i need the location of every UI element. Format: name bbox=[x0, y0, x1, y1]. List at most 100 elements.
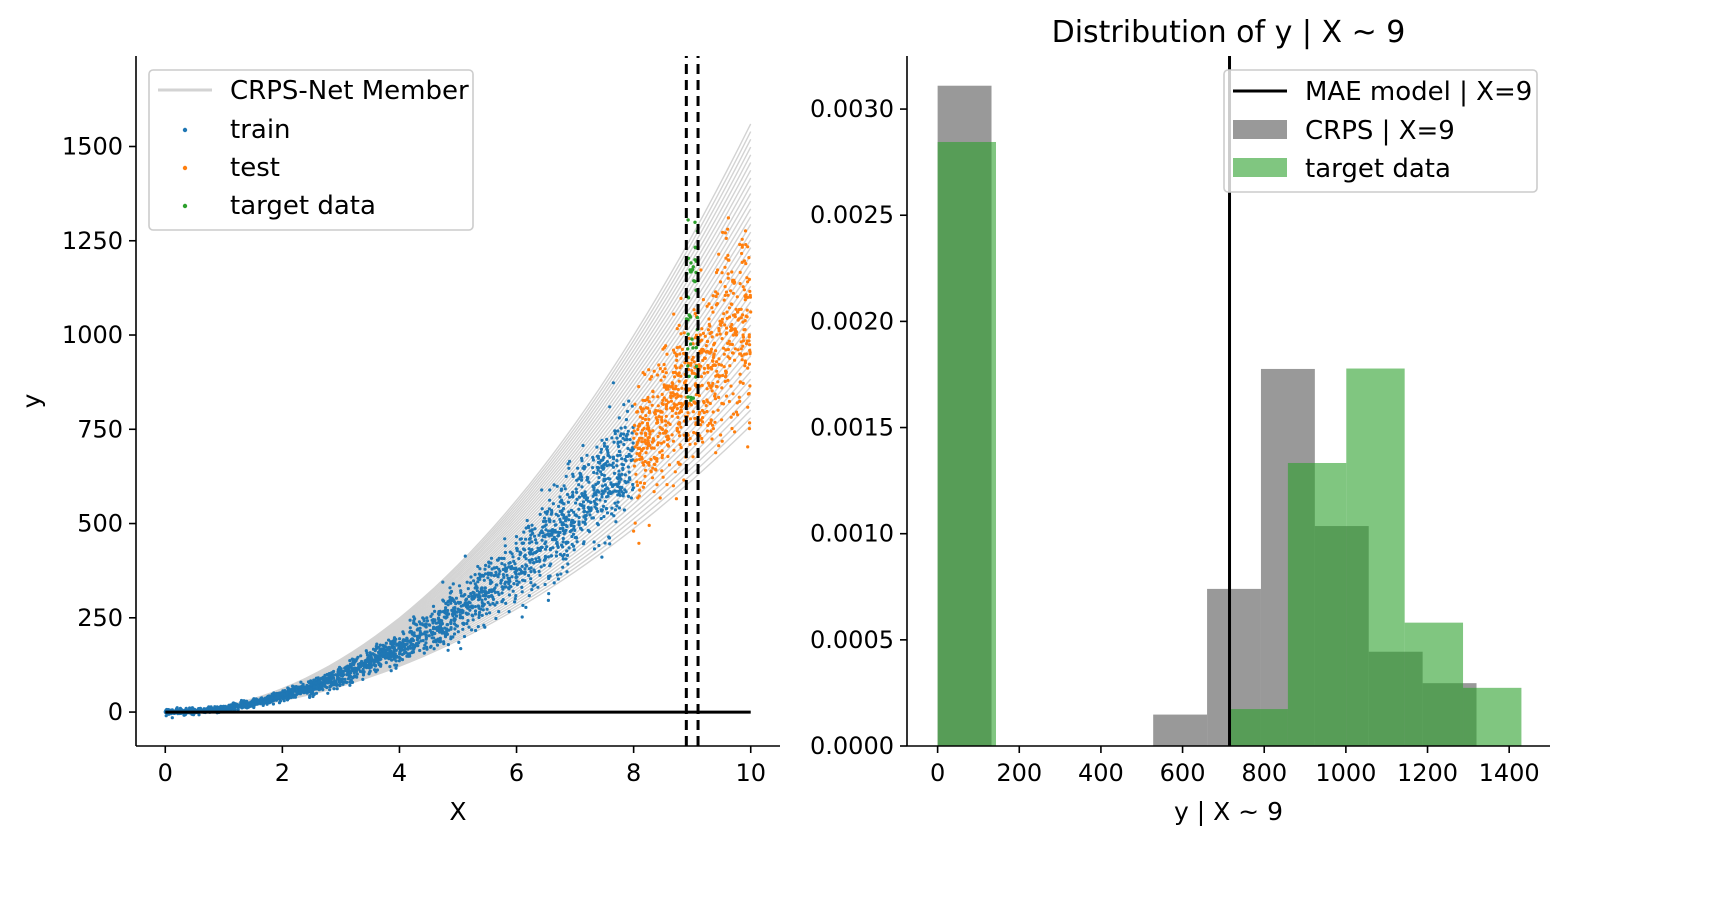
x-tick-label: 4 bbox=[392, 759, 407, 787]
scatter-point-test bbox=[643, 440, 647, 444]
scatter-point-test bbox=[714, 290, 718, 294]
y-tick-label: 500 bbox=[77, 510, 123, 538]
scatter-point-test bbox=[734, 330, 738, 334]
scatter-point-train bbox=[555, 484, 559, 488]
scatter-point-train bbox=[537, 533, 541, 537]
scatter-point-train bbox=[449, 589, 454, 594]
scatter-point-train bbox=[552, 530, 556, 534]
scatter-point-train bbox=[606, 476, 611, 481]
scatter-point-train bbox=[577, 507, 581, 511]
scatter-point-test bbox=[717, 374, 722, 378]
scatter-point-train bbox=[621, 494, 625, 498]
scatter-point-train bbox=[556, 534, 560, 538]
scatter-point-test bbox=[643, 468, 648, 472]
scatter-point-test bbox=[729, 384, 733, 388]
scatter-point-train bbox=[415, 628, 419, 632]
scatter-point-train bbox=[424, 641, 428, 645]
scatter-point-train bbox=[513, 562, 517, 566]
scatter-point-test bbox=[706, 400, 710, 404]
scatter-point-train bbox=[602, 473, 607, 477]
scatter-point-train bbox=[616, 484, 620, 488]
scatter-point-train bbox=[521, 578, 525, 582]
scatter-point-train bbox=[425, 619, 430, 623]
scatter-point-test bbox=[682, 351, 686, 356]
scatter-point-train bbox=[332, 669, 336, 674]
scatter-point-test bbox=[678, 434, 682, 438]
scatter-point-test bbox=[717, 395, 721, 399]
scatter-point-test bbox=[730, 342, 735, 347]
scatter-point-test bbox=[741, 285, 745, 289]
scatter-point-train bbox=[345, 673, 349, 677]
scatter-point-train bbox=[561, 529, 565, 533]
scatter-point-train bbox=[408, 626, 412, 630]
scatter-point-train bbox=[417, 636, 421, 640]
scatter-point-train bbox=[626, 494, 631, 498]
scatter-point-train bbox=[574, 535, 578, 539]
scatter-point-train bbox=[625, 432, 630, 436]
scatter-point-test bbox=[688, 417, 693, 421]
scatter-point-test bbox=[633, 423, 637, 427]
scatter-point-train bbox=[530, 588, 534, 592]
scatter-point-train bbox=[514, 541, 518, 545]
scatter-point-test bbox=[687, 336, 691, 340]
scatter-point-train bbox=[594, 497, 599, 501]
scatter-point-train bbox=[570, 528, 574, 532]
scatter-point-train bbox=[596, 509, 600, 513]
scatter-point-test bbox=[734, 307, 738, 311]
scatter-point-train bbox=[522, 530, 526, 534]
scatter-point-test bbox=[673, 370, 677, 374]
scatter-point-test bbox=[662, 362, 666, 367]
scatter-point-train bbox=[504, 585, 508, 589]
scatter-point-test bbox=[724, 370, 728, 374]
scatter-point-train bbox=[270, 696, 274, 700]
scatter-point-train bbox=[513, 600, 517, 604]
scatter-point-test bbox=[714, 384, 719, 389]
scatter-point-train bbox=[278, 699, 283, 703]
scatter-point-test bbox=[640, 421, 645, 425]
scatter-point-test bbox=[730, 322, 734, 327]
scatter-point-test bbox=[637, 453, 642, 458]
scatter-point-train bbox=[618, 453, 622, 457]
scatter-point-train bbox=[600, 438, 604, 442]
scatter-point-train bbox=[530, 558, 534, 562]
scatter-point-train bbox=[533, 527, 537, 531]
scatter-point-train bbox=[488, 603, 492, 607]
scatter-point-test bbox=[719, 363, 724, 367]
scatter-point-test bbox=[746, 245, 750, 249]
scatter-point-target-data bbox=[689, 398, 693, 402]
scatter-point-train bbox=[292, 694, 296, 699]
scatter-point-train bbox=[349, 669, 353, 673]
scatter-point-test bbox=[682, 331, 686, 335]
scatter-point-test bbox=[673, 364, 677, 368]
scatter-point-train bbox=[622, 403, 626, 407]
scatter-point-train bbox=[209, 707, 213, 711]
scatter-point-train bbox=[350, 657, 354, 661]
scatter-point-test bbox=[698, 333, 702, 337]
scatter-point-train bbox=[600, 495, 604, 499]
scatter-point-train bbox=[524, 563, 528, 567]
scatter-point-test bbox=[664, 344, 668, 348]
x-axis-label: X bbox=[449, 797, 466, 826]
scatter-point-test bbox=[719, 433, 723, 437]
scatter-point-test bbox=[657, 415, 661, 419]
scatter-point-train bbox=[629, 454, 633, 458]
scatter-point-train bbox=[454, 614, 459, 618]
scatter-point-train bbox=[524, 537, 528, 541]
scatter-point-train bbox=[599, 470, 603, 474]
scatter-point-train bbox=[436, 616, 441, 620]
scatter-point-test bbox=[715, 369, 719, 373]
scatter-point-train bbox=[262, 700, 267, 704]
scatter-point-test bbox=[707, 302, 711, 306]
scatter-point-test bbox=[680, 386, 684, 390]
scatter-point-train bbox=[566, 562, 570, 566]
scatter-point-test bbox=[711, 410, 715, 414]
scatter-point-train bbox=[377, 651, 381, 655]
scatter-point-train bbox=[391, 642, 395, 646]
scatter-point-train bbox=[486, 571, 490, 575]
scatter-point-test bbox=[722, 365, 726, 369]
scatter-point-train bbox=[395, 663, 399, 668]
scatter-point-train bbox=[519, 537, 524, 541]
scatter-point-train bbox=[529, 581, 533, 585]
scatter-point-test bbox=[702, 401, 706, 405]
scatter-point-train bbox=[572, 526, 576, 531]
